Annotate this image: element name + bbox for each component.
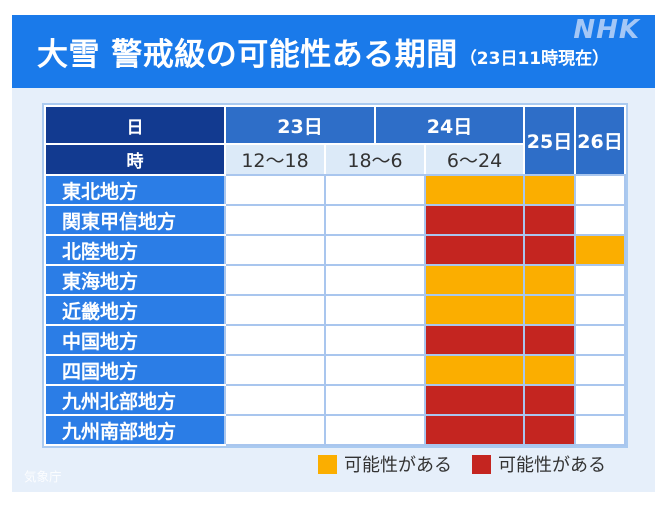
status-cell xyxy=(224,414,326,446)
status-cell xyxy=(424,204,526,236)
date-header-24: 24日 xyxy=(374,105,526,145)
legend-item-red: 可能性がある xyxy=(472,451,606,477)
status-cell xyxy=(574,234,627,266)
region-row-shikoku: 四国地方 xyxy=(44,354,627,386)
status-cell xyxy=(224,174,326,206)
status-cell xyxy=(323,384,427,416)
status-cell xyxy=(224,384,326,416)
status-cell xyxy=(523,354,577,386)
region-label: 東北地方 xyxy=(44,174,226,206)
status-cell xyxy=(224,234,326,266)
status-cell xyxy=(523,234,577,266)
status-cell xyxy=(323,414,427,446)
nhk-logo: NHK xyxy=(573,15,640,45)
status-cell xyxy=(574,204,627,236)
region-label: 北陸地方 xyxy=(44,234,226,266)
region-label: 東海地方 xyxy=(44,264,226,296)
time-header-row: 時 12〜18 18〜6 6〜24 xyxy=(44,143,625,176)
legend-label: 可能性がある xyxy=(344,455,452,476)
status-cell xyxy=(523,384,577,416)
status-cell xyxy=(574,264,627,296)
day-header-row: 日 23日 24日 25日 26日 xyxy=(44,105,627,176)
region-label: 関東甲信地方 xyxy=(44,204,226,236)
status-cell xyxy=(323,354,427,386)
region-row-kyushu-north: 九州北部地方 xyxy=(44,384,627,416)
region-label: 九州南部地方 xyxy=(44,414,226,446)
time-header-6-24: 6〜24 xyxy=(424,143,526,176)
status-cell xyxy=(574,354,627,386)
status-cell xyxy=(523,264,577,296)
page-title: 大雪 警戒級の可能性ある期間 xyxy=(37,37,458,73)
status-cell xyxy=(224,354,326,386)
timestamp-note: （23日11時現在） xyxy=(459,48,610,69)
status-cell xyxy=(574,384,627,416)
status-cell xyxy=(574,294,627,326)
region-row-chugoku: 中国地方 xyxy=(44,324,627,356)
status-cell xyxy=(424,384,526,416)
title-bar: 大雪 警戒級の可能性ある期間 （23日11時現在） NHK xyxy=(12,15,655,88)
status-cell xyxy=(574,414,627,446)
status-cell xyxy=(224,204,326,236)
status-cell xyxy=(424,414,526,446)
source-credit: 気象庁 xyxy=(24,469,62,484)
status-cell xyxy=(424,324,526,356)
region-row-tohoku: 東北地方 xyxy=(44,174,627,206)
status-cell xyxy=(323,294,427,326)
status-cell xyxy=(424,294,526,326)
status-cell xyxy=(224,294,326,326)
time-label-cell: 時 xyxy=(44,143,226,176)
region-label: 九州北部地方 xyxy=(44,384,226,416)
region-label: 中国地方 xyxy=(44,324,226,356)
status-cell xyxy=(523,414,577,446)
region-row-kyushu-south: 九州南部地方 xyxy=(44,414,627,446)
status-cell xyxy=(574,324,627,356)
region-row-kinki: 近畿地方 xyxy=(44,294,627,326)
status-cell xyxy=(424,234,526,266)
time-header-18-6: 18〜6 xyxy=(323,143,427,176)
status-cell xyxy=(323,204,427,236)
region-label: 四国地方 xyxy=(44,354,226,386)
legend-label: 可能性がある xyxy=(498,455,606,476)
legend: 可能性がある 可能性がある xyxy=(318,451,606,477)
region-row-kanto-koshin: 関東甲信地方 xyxy=(44,204,627,236)
status-cell xyxy=(574,174,627,206)
orange-swatch-icon xyxy=(318,454,337,474)
status-cell xyxy=(424,264,526,296)
status-cell xyxy=(224,264,326,296)
status-cell xyxy=(424,354,526,386)
snow-period-table: 日 23日 24日 25日 26日 時 12〜18 18〜6 6〜24 東北地方 xyxy=(42,103,629,448)
status-cell xyxy=(523,294,577,326)
status-cell xyxy=(323,234,427,266)
status-cell xyxy=(323,174,427,206)
status-cell xyxy=(224,324,326,356)
status-cell xyxy=(523,174,577,206)
day-label-cell: 日 xyxy=(44,105,226,145)
status-cell xyxy=(323,264,427,296)
status-cell xyxy=(523,204,577,236)
red-swatch-icon xyxy=(472,454,491,474)
region-row-hokuriku: 北陸地方 xyxy=(44,234,627,266)
date-header-23: 23日 xyxy=(223,105,377,145)
legend-item-orange: 可能性がある xyxy=(318,451,452,477)
region-label: 近畿地方 xyxy=(44,294,226,326)
status-cell xyxy=(323,324,427,356)
time-header-12-18: 12〜18 xyxy=(224,143,326,176)
status-cell xyxy=(523,324,577,356)
region-row-tokai: 東海地方 xyxy=(44,264,627,296)
date-header-25: 25日 xyxy=(523,105,577,176)
date-header-26: 26日 xyxy=(574,105,627,176)
status-cell xyxy=(424,174,526,206)
